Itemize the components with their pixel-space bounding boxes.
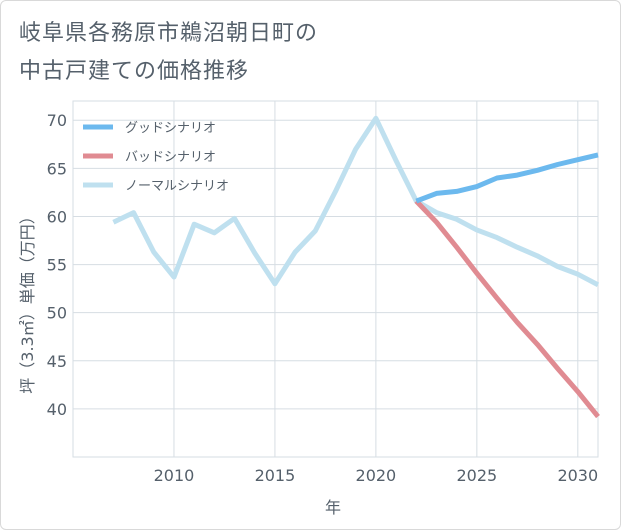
legend-label: バッドシナリオ (125, 150, 216, 165)
x-tick-label: 2020 (356, 466, 397, 485)
x-axis-title: 年 (325, 498, 341, 517)
y-tick-label: 70 (47, 111, 67, 130)
chart-title-line-2: 中古戸建ての価格推移 (19, 59, 250, 84)
y-tick-label: 50 (47, 304, 67, 323)
legend-label: ノーマルシナリオ (125, 179, 229, 194)
chart-title-line-1: 岐阜県各務原市鵜沼朝日町の (19, 21, 319, 46)
series-lines (112, 115, 600, 419)
plot-background (72, 100, 599, 458)
series-line-1 (415, 152, 599, 204)
legend-label: グッドシナリオ (125, 121, 216, 136)
x-tick-label: 2025 (456, 466, 497, 485)
series-line-3 (112, 115, 600, 288)
series-line-2 (414, 199, 600, 419)
x-tick-label: 2030 (557, 466, 598, 485)
y-tick-label: 55 (47, 256, 67, 275)
x-tick-label: 2010 (154, 466, 195, 485)
plot-area (72, 100, 599, 458)
y-tick-label: 60 (47, 207, 67, 226)
grid-lines (73, 101, 598, 457)
x-tick-label: 2015 (255, 466, 296, 485)
y-axis-title: 坪（3.3㎡）単価（万円） (18, 208, 37, 393)
y-axis-ticks: 40 45 50 55 60 65 70 (47, 111, 67, 419)
x-axis-ticks: 2010 2015 2020 2025 2030 (154, 466, 599, 485)
chart-title: 岐阜県各務原市鵜沼朝日町の 中古戸建ての価格推移 (19, 15, 318, 91)
y-tick-label: 45 (47, 352, 67, 371)
y-tick-label: 65 (47, 159, 67, 178)
y-tick-label: 40 (47, 400, 67, 419)
